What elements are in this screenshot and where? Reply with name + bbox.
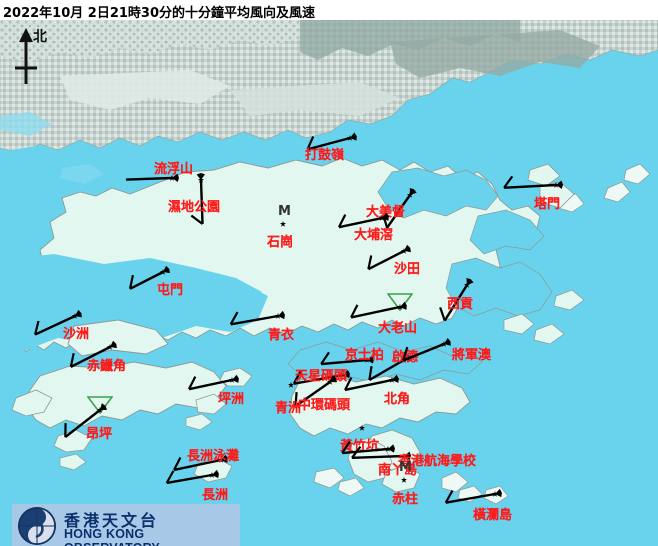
station-label: 打鼓嶺 — [305, 148, 345, 163]
wind-barb — [292, 369, 350, 385]
station-label: 香港航海學校 — [398, 454, 477, 469]
station-label: 大埔滘 — [354, 228, 394, 243]
wind-barb — [439, 278, 474, 322]
station-triangle-marker — [87, 396, 113, 414]
station-label: 北角 — [384, 392, 411, 407]
station-label: 橫瀾島 — [473, 508, 513, 523]
wind-barb — [229, 310, 285, 326]
station-marker-dot — [401, 477, 407, 483]
wind-barb — [165, 469, 219, 485]
wind-barb — [173, 454, 228, 472]
station-label: 濕地公園 — [168, 200, 221, 215]
wind-barb — [34, 309, 82, 336]
station-label: 石崗 — [267, 235, 294, 250]
wind-barb — [444, 488, 502, 504]
page-title: 2022年10月 2日21時30分的十分鐘平均風向及風速 — [3, 6, 316, 21]
station-label: 南丫島 — [378, 463, 418, 478]
station-label: 大老山 — [378, 321, 418, 336]
station-label: 塔門 — [534, 197, 561, 212]
station-label: 沙田 — [394, 262, 421, 277]
map-canvas[interactable]: 北 打鼓嶺大美督 塔門 流浮山濕地公園 M 石崗 大埔滘沙田屯門西貢大老山 青衣 沙洲赤鱲角 京… — [0, 20, 658, 546]
wind-barb — [294, 375, 337, 408]
wind-barb — [344, 374, 399, 392]
logo-name-en: HONG KONG OBSERVATORY — [64, 527, 160, 546]
station-label: 京士柏 — [345, 348, 385, 363]
wind-barb — [306, 132, 357, 151]
wind-barb — [187, 374, 239, 391]
calm-indicator: M — [278, 204, 291, 219]
wind-barb — [503, 175, 563, 189]
station-label: 赤柱 — [392, 492, 419, 507]
title-bar: 2022年10月 2日21時30分的十分鐘平均風向及風速 — [0, 0, 658, 21]
compass-rose: 北 — [6, 26, 66, 88]
wind-barb — [320, 351, 374, 366]
wind-barb — [125, 173, 179, 182]
station-label: 中環碼頭 — [298, 398, 351, 413]
wind-barb — [402, 338, 451, 362]
station-label: 青衣 — [268, 328, 295, 343]
station-label: 長洲泳灘 — [187, 449, 240, 464]
wind-barb — [367, 244, 411, 271]
station-label: 流浮山 — [154, 162, 194, 177]
station-label: 長洲 — [202, 488, 229, 503]
station-label: 西貢 — [447, 297, 474, 312]
hko-emblem-icon — [18, 507, 56, 545]
hko-logo: 香港天文台 HONG KONG OBSERVATORY — [12, 504, 240, 546]
map-geography — [0, 20, 658, 546]
wind-barb — [350, 301, 407, 319]
compass-north-label: 北 — [33, 29, 47, 45]
calm-indicator: M — [399, 460, 412, 475]
wind-barb — [64, 403, 107, 439]
station-triangle-marker — [387, 293, 413, 311]
station-label: 赤鱲角 — [87, 359, 127, 374]
north-arrow-icon — [15, 28, 37, 84]
station-label: 青洲 — [275, 401, 302, 416]
wind-barb — [341, 440, 395, 455]
hko-emblem-svg — [18, 507, 56, 545]
station-label: 沙洲 — [63, 327, 90, 342]
station-label: 坪洲 — [218, 392, 245, 407]
wind-barb — [337, 212, 389, 229]
wind-barb — [128, 265, 170, 290]
wind-barb — [190, 173, 205, 225]
station-label: 屯門 — [157, 283, 184, 298]
station-label: 昂坪 — [86, 427, 113, 442]
station-marker-dot — [280, 221, 286, 227]
wind-barb — [69, 340, 117, 369]
station-label: 大美督 — [366, 205, 406, 220]
station-label: 將軍澳 — [452, 348, 492, 363]
wind-barb — [351, 445, 411, 460]
logo-name-cn: 香港天文台 — [64, 511, 160, 530]
